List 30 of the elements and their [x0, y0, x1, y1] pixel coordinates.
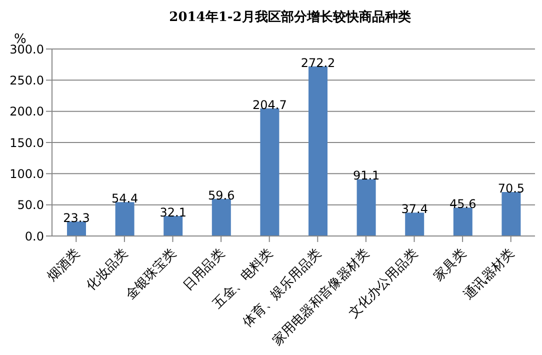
bar [260, 108, 280, 236]
data-label: 204.7 [252, 98, 287, 112]
data-label: 45.6 [450, 197, 476, 212]
y-tick-label: 0.0 [24, 229, 44, 244]
bar [212, 198, 231, 236]
data-label: 91.1 [352, 168, 380, 183]
bar [356, 179, 376, 236]
y-tick-label: 50.0 [17, 198, 44, 212]
data-label: 37.4 [401, 202, 428, 216]
chart-title: 2014年1-2月我区部分增长较快商品种类 [168, 8, 412, 26]
y-tick-label: 100.0 [10, 166, 44, 181]
data-label: 70.5 [498, 182, 525, 196]
bar [115, 202, 134, 236]
bar [67, 221, 86, 236]
data-label: 32.1 [160, 206, 186, 220]
y-tick-label: 200.0 [10, 104, 44, 119]
data-label: 272.2 [300, 56, 336, 70]
data-label: 54.4 [111, 192, 138, 206]
x-tick-label: 家具类 [430, 246, 470, 284]
x-tick-label: 烟酒类 [44, 246, 83, 284]
bar [453, 208, 472, 236]
bar [502, 192, 521, 236]
y-tick-label: 250.0 [10, 73, 44, 88]
data-label: 23.3 [63, 210, 90, 225]
y-tick-label: 300.0 [10, 42, 44, 56]
data-label: 59.6 [208, 188, 235, 202]
bar [308, 66, 328, 236]
bar [405, 212, 424, 236]
bar [164, 216, 183, 236]
y-tick-label: 150.0 [10, 136, 44, 150]
